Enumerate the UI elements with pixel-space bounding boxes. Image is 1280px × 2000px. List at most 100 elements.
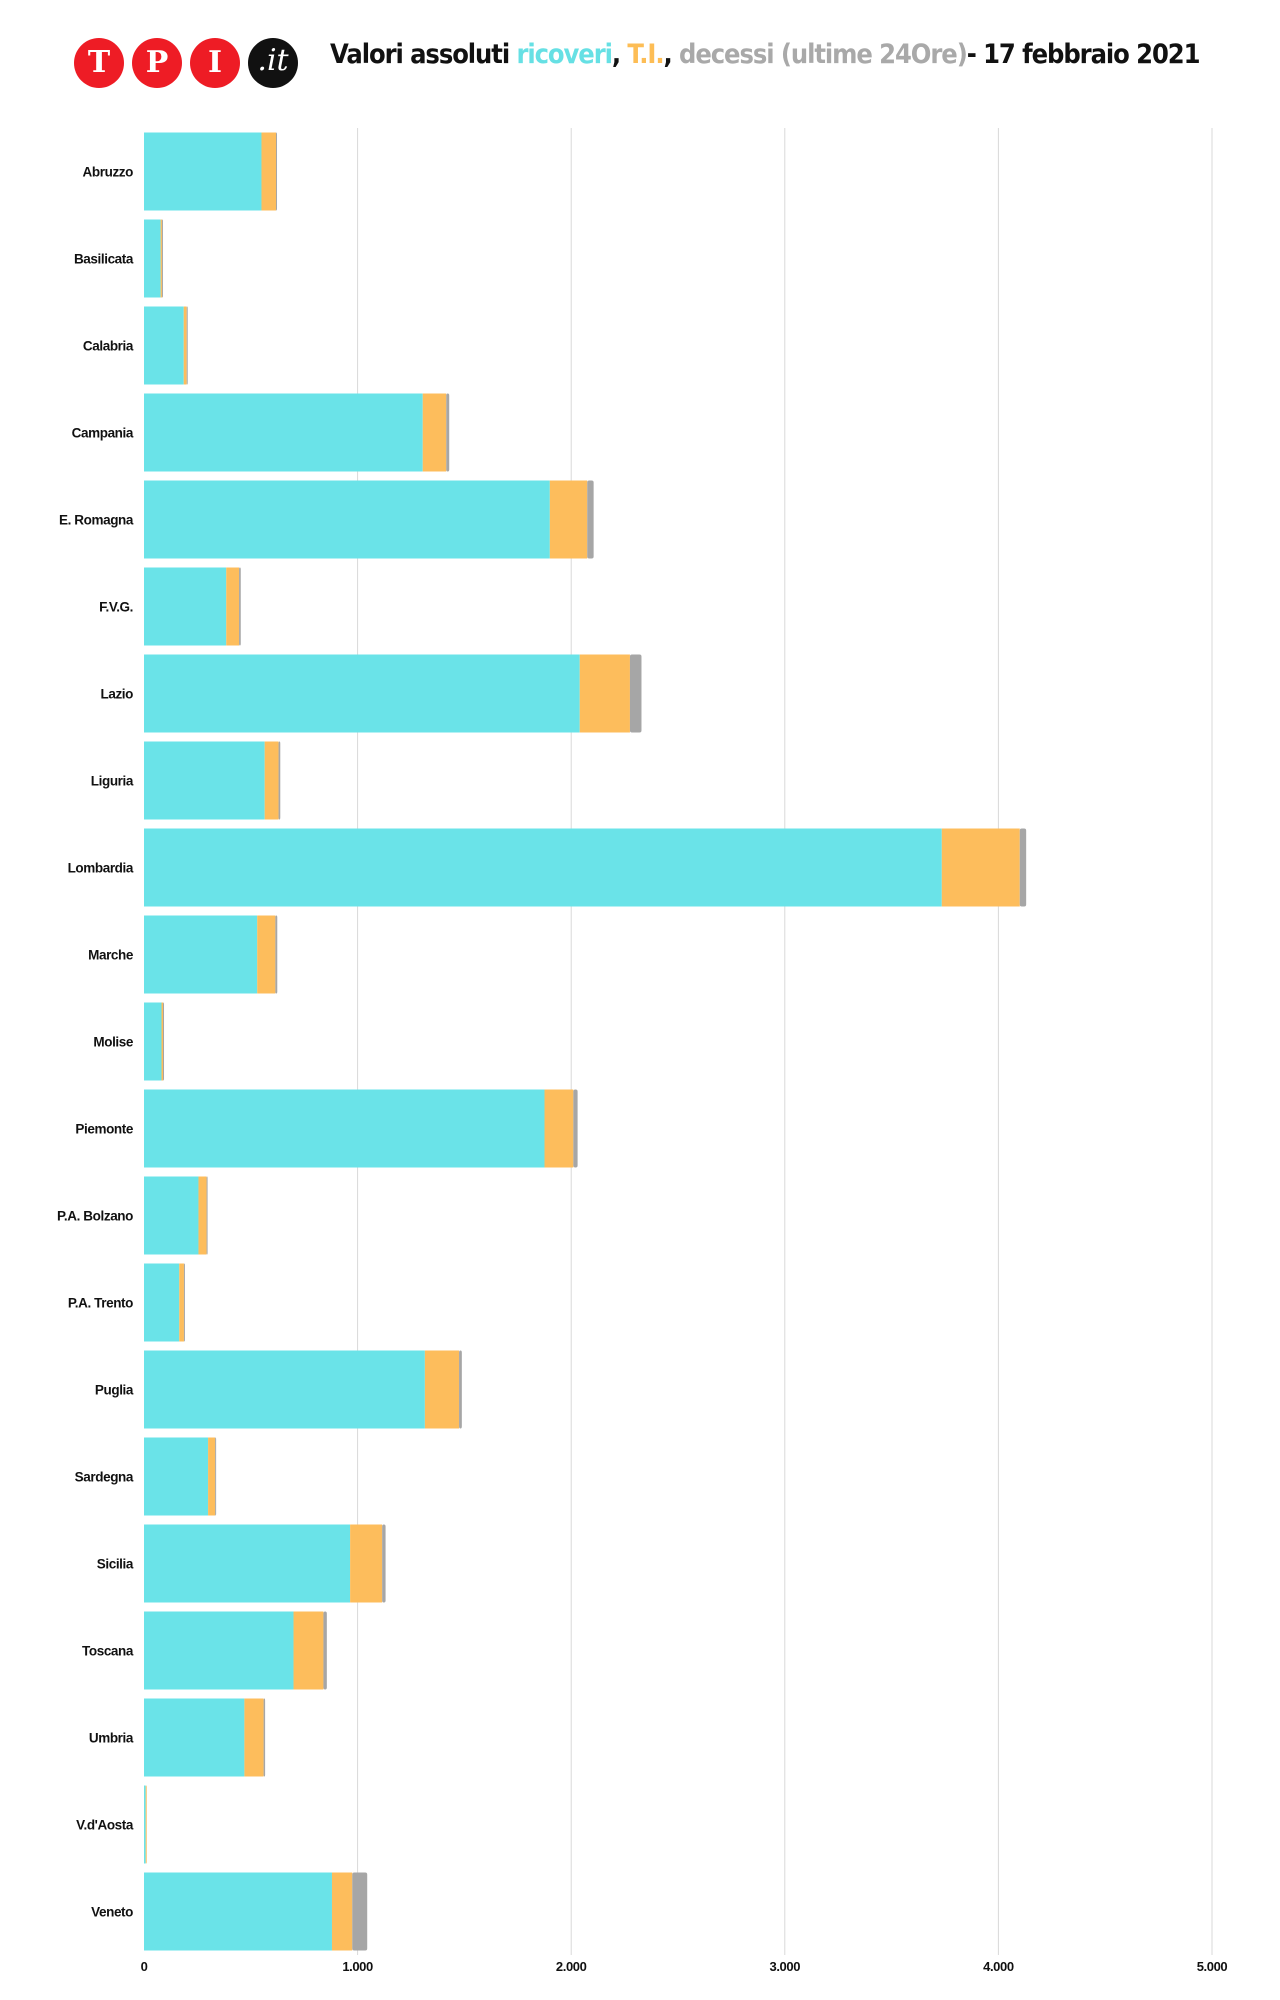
category-label: Sicilia xyxy=(97,1557,134,1572)
x-tick-label: 1.000 xyxy=(342,1959,373,1974)
bar-decessi-16 xyxy=(382,1524,386,1603)
bar-ricoveri-10 xyxy=(144,1002,162,1081)
title-ti: T.I. xyxy=(627,39,664,70)
bar-decessi-1 xyxy=(161,219,163,298)
bar-ricoveri-7 xyxy=(144,741,265,820)
bar-decessi-3 xyxy=(446,393,450,472)
bar-t-i-8 xyxy=(941,828,1020,907)
logo-letter-t: T xyxy=(74,38,124,88)
bar-ricoveri-15 xyxy=(144,1437,209,1516)
bar-t-i-20 xyxy=(331,1872,353,1951)
bar-t-i-16 xyxy=(350,1524,383,1603)
bar-ricoveri-19 xyxy=(144,1785,146,1864)
category-label: Lombardia xyxy=(68,861,134,876)
bar-t-i-12 xyxy=(198,1176,207,1255)
bar-t-i-4 xyxy=(549,480,588,559)
bar-ricoveri-16 xyxy=(144,1524,351,1603)
category-label: Umbria xyxy=(89,1731,134,1746)
bar-decessi-18 xyxy=(263,1698,266,1777)
category-label: Liguria xyxy=(91,774,134,789)
title-ricoveri: ricoveri xyxy=(516,39,612,70)
bar-ricoveri-13 xyxy=(144,1263,180,1342)
category-label: Puglia xyxy=(95,1383,134,1398)
bar-decessi-9 xyxy=(275,915,278,994)
bar-ricoveri-5 xyxy=(144,567,227,646)
bar-t-i-6 xyxy=(579,654,630,733)
bar-ricoveri-2 xyxy=(144,306,184,385)
category-label: Abruzzo xyxy=(83,165,134,180)
category-label: Marche xyxy=(88,948,134,963)
bar-ricoveri-4 xyxy=(144,480,550,559)
bar-ricoveri-17 xyxy=(144,1611,294,1690)
bar-t-i-5 xyxy=(226,567,240,646)
bar-decessi-14 xyxy=(459,1350,462,1429)
bar-ricoveri-8 xyxy=(144,828,942,907)
tpi-logo: T P I .it xyxy=(74,38,302,90)
category-label: Lazio xyxy=(100,687,133,702)
category-label: Molise xyxy=(93,1035,134,1050)
bar-decessi-10 xyxy=(163,1002,165,1081)
bar-ricoveri-3 xyxy=(144,393,423,472)
bar-decessi-0 xyxy=(276,132,278,211)
bar-ricoveri-0 xyxy=(144,132,262,211)
bar-ricoveri-9 xyxy=(144,915,258,994)
bar-decessi-4 xyxy=(587,480,594,559)
bar-decessi-7 xyxy=(278,741,281,820)
category-label: P.A. Trento xyxy=(68,1296,133,1311)
bar-t-i-14 xyxy=(424,1350,460,1429)
bar-decessi-13 xyxy=(183,1263,185,1342)
category-label: V.d'Aosta xyxy=(76,1818,134,1833)
bar-t-i-9 xyxy=(257,915,276,994)
category-label: Sardegna xyxy=(75,1470,134,1485)
bar-t-i-11 xyxy=(544,1089,574,1168)
x-tick-label: 3.000 xyxy=(770,1959,801,1974)
bar-t-i-18 xyxy=(244,1698,264,1777)
bar-decessi-15 xyxy=(215,1437,217,1516)
bar-t-i-1 xyxy=(160,219,162,298)
category-label: Basilicata xyxy=(74,252,134,267)
bar-decessi-12 xyxy=(206,1176,208,1255)
bar-t-i-19 xyxy=(145,1785,147,1864)
title-decessi: decessi (ultime 24Ore) xyxy=(679,39,968,70)
bar-ricoveri-1 xyxy=(144,219,161,298)
x-axis-tick-labels: 0 1.000 2.000 3.000 4.000 5.000 xyxy=(141,1959,1228,1974)
title-separator-1: , xyxy=(611,39,628,70)
bar-ricoveri-11 xyxy=(144,1089,545,1168)
bar-decessi-17 xyxy=(323,1611,327,1690)
category-label: Calabria xyxy=(83,339,134,354)
bar-t-i-13 xyxy=(179,1263,184,1342)
logo-letter-i: I xyxy=(190,38,240,88)
grid-lines xyxy=(357,128,1213,1955)
category-label: Toscana xyxy=(82,1644,134,1659)
bar-decessi-8 xyxy=(1019,828,1027,907)
bar-decessi-11 xyxy=(573,1089,578,1168)
bar-t-i-10 xyxy=(161,1002,164,1081)
category-label: F.V.G. xyxy=(99,600,133,615)
bar-ricoveri-18 xyxy=(144,1698,245,1777)
category-labels: Abruzzo Basilicata Calabria Campania E. Roma… xyxy=(57,165,134,1920)
title-date: - 17 febbraio 2021 xyxy=(966,39,1201,70)
bar-t-i-15 xyxy=(208,1437,216,1516)
title-separator-2: , xyxy=(663,39,680,70)
bar-ricoveri-14 xyxy=(144,1350,425,1429)
x-tick-label: 5.000 xyxy=(1197,1959,1228,1974)
chart-title: Valori assoluti ricoveri, T.I., decessi … xyxy=(330,34,1201,76)
category-label: E. Romagna xyxy=(59,513,134,528)
x-tick-label: 0 xyxy=(141,1959,148,1974)
bar-decessi-6 xyxy=(629,654,642,733)
bar-t-i-2 xyxy=(183,306,187,385)
bars xyxy=(144,132,1027,1951)
category-label: P.A. Bolzano xyxy=(57,1209,133,1224)
title-part-main: Valori assoluti xyxy=(330,39,517,70)
category-label: Veneto xyxy=(91,1905,133,1920)
bar-t-i-3 xyxy=(422,393,447,472)
bar-t-i-0 xyxy=(261,132,277,211)
bar-decessi-2 xyxy=(186,306,188,385)
x-tick-label: 4.000 xyxy=(983,1959,1014,1974)
bar-t-i-7 xyxy=(264,741,279,820)
bar-t-i-17 xyxy=(293,1611,324,1690)
x-tick-label: 2.000 xyxy=(556,1959,587,1974)
bar-decessi-20 xyxy=(352,1872,368,1951)
logo-suffix-it: .it xyxy=(248,38,298,88)
